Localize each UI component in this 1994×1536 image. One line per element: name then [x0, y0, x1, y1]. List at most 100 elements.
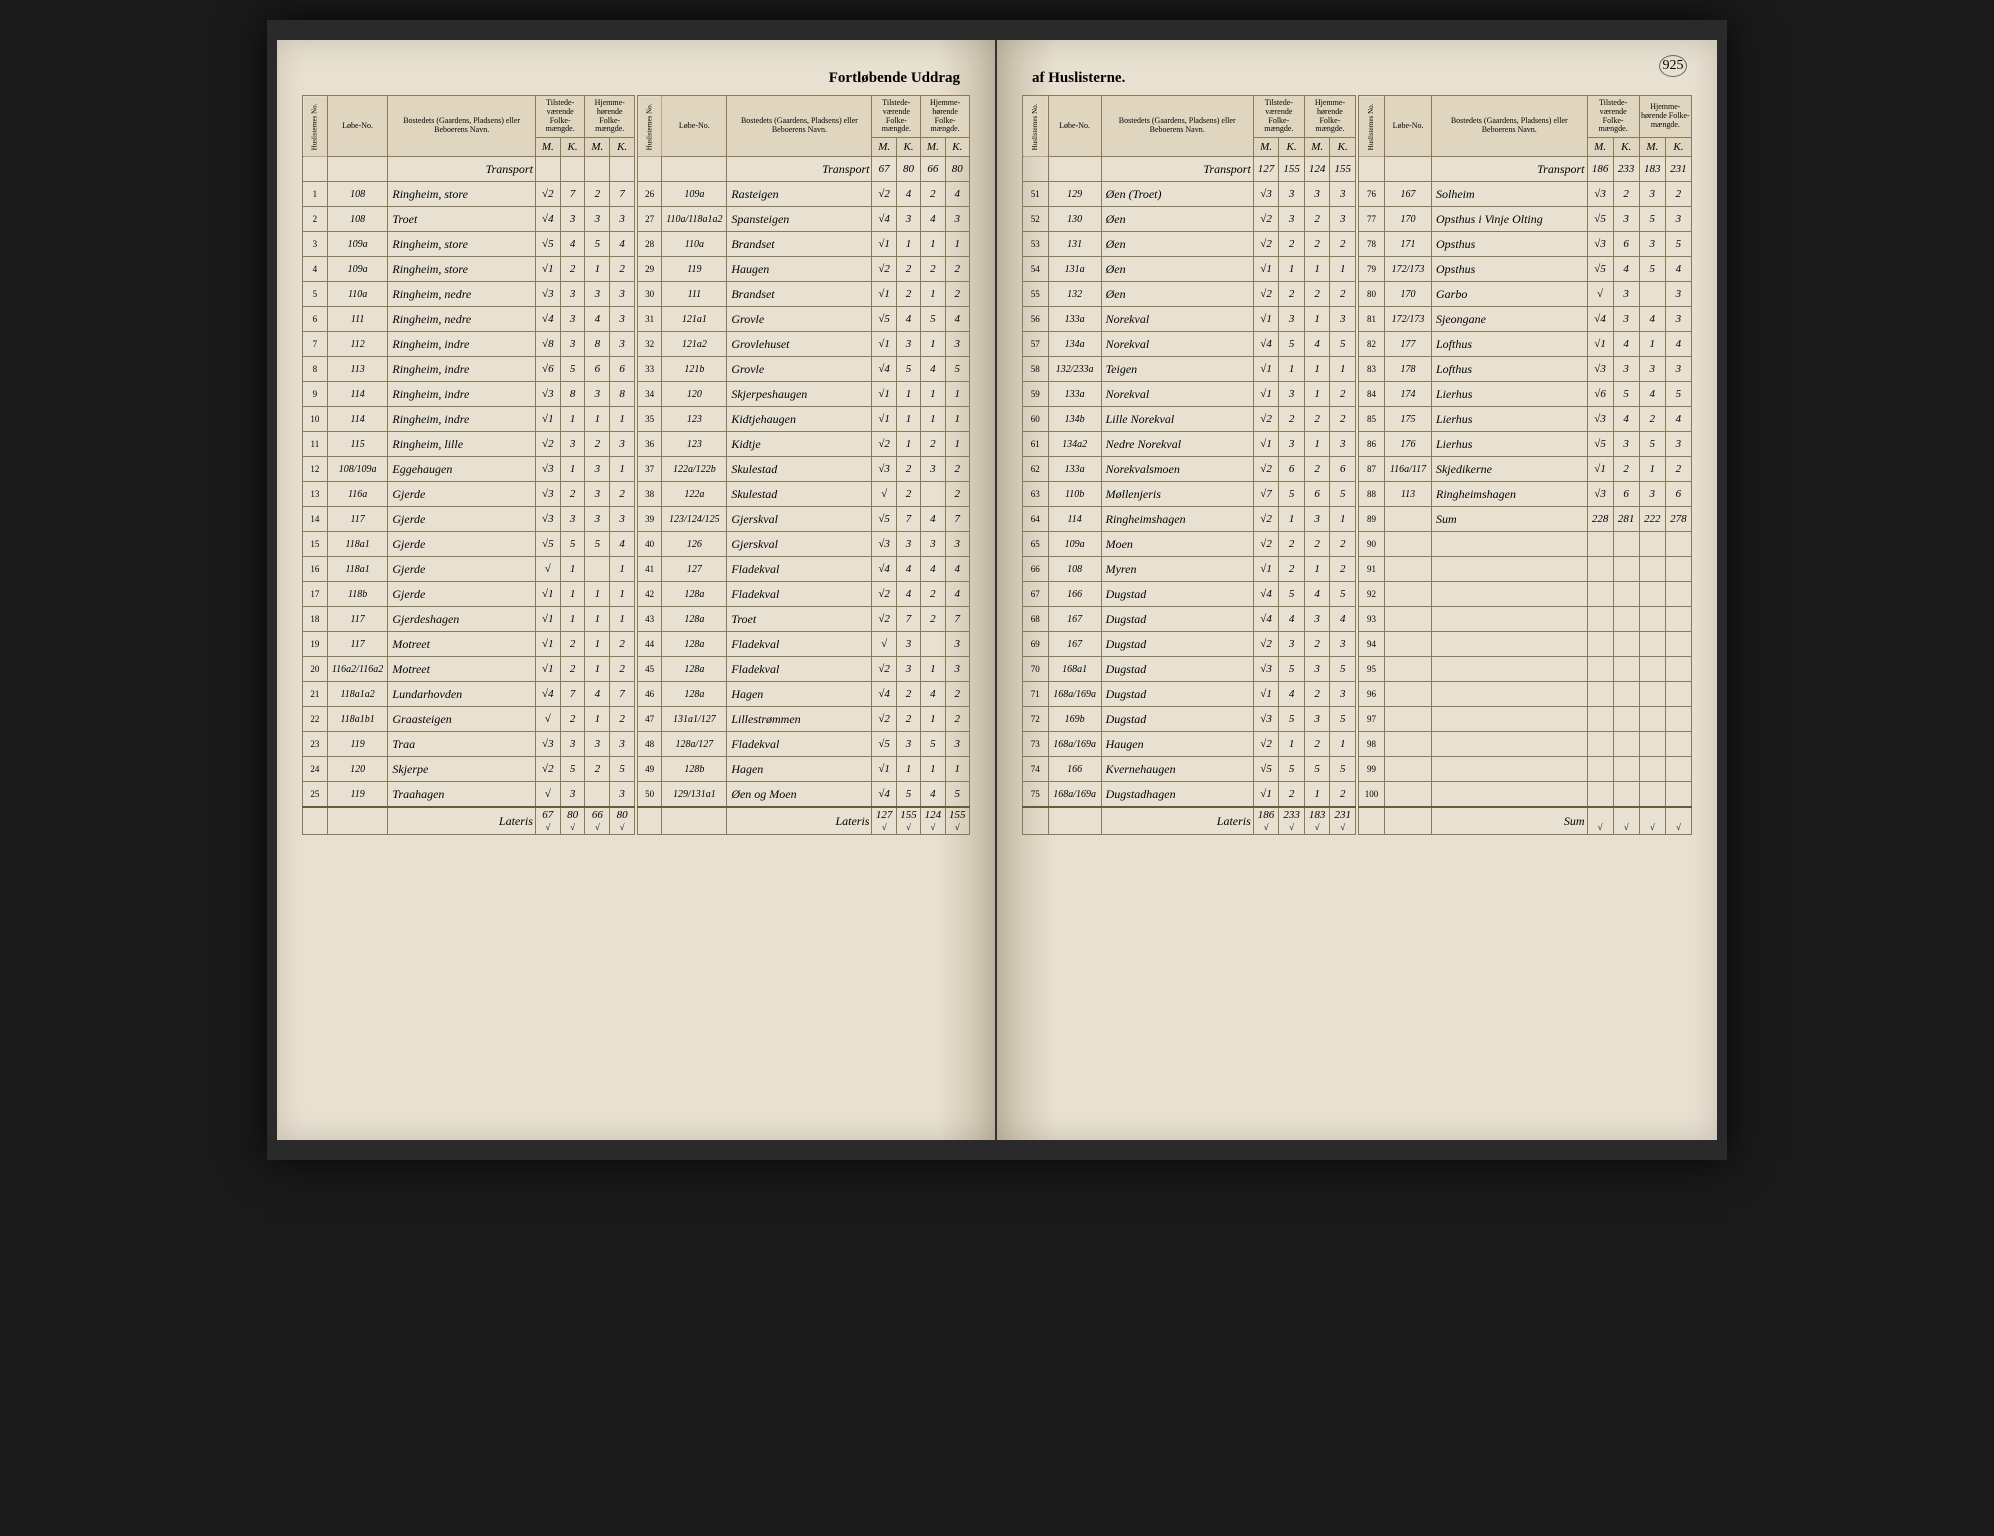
cell-k1: 5 [896, 357, 920, 382]
cell-m2: 5 [1639, 432, 1665, 457]
cell-name [1431, 707, 1587, 732]
cell-seq: 68 [1023, 607, 1049, 632]
th-bosted: Bostedets (Gaardens, Pladsens) eller Beb… [388, 96, 536, 157]
cell-lobe: 168a1 [1048, 657, 1101, 682]
cell-k1 [1613, 557, 1639, 582]
table-row: 31 121a1 Grovle √5 4 5 4 [638, 307, 970, 332]
cell-k2: 3 [1330, 307, 1356, 332]
cell-name: Norekval [1101, 307, 1253, 332]
cell-lobe: 170 [1385, 282, 1432, 307]
cell-seq: 51 [1023, 182, 1049, 207]
cell-lobe: 110b [1048, 482, 1101, 507]
cell-m1: √3 [1587, 482, 1613, 507]
cell-name: Traa [388, 732, 536, 757]
cell: 67√ [535, 807, 560, 835]
cell-m2: 1 [921, 657, 945, 682]
table-row: 77 170 Opsthus i Vinje Olting √5 3 5 3 [1359, 207, 1692, 232]
cell-name: Ringheim, indre [388, 332, 536, 357]
cell-m2: 1 [921, 757, 945, 782]
cell-lobe: 108 [327, 182, 388, 207]
cell-k1: 2 [560, 632, 585, 657]
cell-m2: 1 [585, 632, 610, 657]
cell-lobe: 168a/169a [1048, 732, 1101, 757]
th-lobe: Løbe-No. [327, 96, 388, 157]
cell-seq: 72 [1023, 707, 1049, 732]
cell-k1: 1 [896, 757, 920, 782]
cell-name: Fladekval [727, 632, 872, 657]
cell-m2 [1639, 282, 1665, 307]
cell-lobe: 123 [662, 432, 727, 457]
cell-k2: 3 [945, 532, 969, 557]
cell-k1: 8 [560, 382, 585, 407]
cell-k1: 3 [896, 332, 920, 357]
cell-k2: 5 [1665, 382, 1691, 407]
cell-k2: 3 [610, 307, 635, 332]
cell-seq: 89 [1359, 507, 1385, 532]
cell-lobe: 108 [1048, 557, 1101, 582]
cell-seq: 61 [1023, 432, 1049, 457]
cell-m2: 3 [1304, 657, 1330, 682]
cell-seq: 81 [1359, 307, 1385, 332]
cell-lobe: 118a1a2 [327, 682, 388, 707]
cell-k2: 5 [1330, 482, 1356, 507]
cell-lobe: 120 [327, 757, 388, 782]
cell-name: Skjerpeshaugen [727, 382, 872, 407]
cell-m1: √5 [1253, 757, 1279, 782]
table-row: 89 Sum 228 281 222 278 [1359, 507, 1692, 532]
cell-m1: √1 [1253, 382, 1279, 407]
table-row: 87 116a/117 Skjedikerne √1 2 1 2 [1359, 457, 1692, 482]
cell-k2: 2 [945, 682, 969, 707]
table-row: 49 128b Hagen √1 1 1 1 [638, 757, 970, 782]
table-row: 13 116a Gjerde √3 2 3 2 [303, 482, 635, 507]
cell-seq: 100 [1359, 782, 1385, 808]
cell: √ [1613, 807, 1639, 835]
cell-name: Gjerde [388, 532, 536, 557]
cell-seq: 54 [1023, 257, 1049, 282]
cell-k2: 2 [610, 707, 635, 732]
cell-lobe: 166 [1048, 757, 1101, 782]
cell-k1: 3 [560, 307, 585, 332]
table-row: 48 128a/127 Fladekval √5 3 5 3 [638, 732, 970, 757]
cell-name: Gjerskval [727, 507, 872, 532]
cell-m1: √1 [872, 757, 896, 782]
lateris-row: Lateris 127√ 155√ 124√ 155√ [638, 807, 970, 835]
cell-lobe: 113 [327, 357, 388, 382]
table-row: 5 110a Ringheim, nedre √3 3 3 3 [303, 282, 635, 307]
cell-m2: 2 [921, 182, 945, 207]
table-row: 10 114 Ringheim, indre √1 1 1 1 [303, 407, 635, 432]
cell-k1 [1613, 757, 1639, 782]
cell-k1: 4 [896, 307, 920, 332]
cell-m2: 2 [1639, 407, 1665, 432]
th-k: K. [945, 138, 969, 157]
cell [535, 157, 560, 182]
cell-name: Dugstad [1101, 632, 1253, 657]
cell-m1: √7 [1253, 482, 1279, 507]
cell-m1: √ [535, 782, 560, 808]
th-huslisternes: Huslisternes No. [303, 96, 328, 157]
cell-m1: √5 [872, 732, 896, 757]
table-row: 45 128a Fladekval √2 3 1 3 [638, 657, 970, 682]
cell-k1: 7 [896, 607, 920, 632]
table-row: 33 121b Grovle √4 5 4 5 [638, 357, 970, 382]
th-tilstede: Tilstede-værende Folke-mængde. [1253, 96, 1304, 138]
cell-seq: 5 [303, 282, 328, 307]
cell-k2: 3 [945, 207, 969, 232]
cell-k2: 5 [1330, 582, 1356, 607]
cell-seq: 31 [638, 307, 662, 332]
cell-m2: 2 [1304, 282, 1330, 307]
cell-name: Dugstadhagen [1101, 782, 1253, 808]
cell-m2 [921, 482, 945, 507]
cell-m1: √5 [1587, 432, 1613, 457]
cell-name: Ringheim, store [388, 232, 536, 257]
cell-k2 [1665, 682, 1691, 707]
cell-name: Eggehaugen [388, 457, 536, 482]
cell-name: Øen [1101, 257, 1253, 282]
cell-name: Solheim [1431, 182, 1587, 207]
cell-name: Grovlehuset [727, 332, 872, 357]
cell-seq: 34 [638, 382, 662, 407]
cell-k1: 3 [560, 332, 585, 357]
cell-seq: 95 [1359, 657, 1385, 682]
cell: 186 [1587, 157, 1613, 182]
cell-lobe [1385, 532, 1432, 557]
cell-m2: 3 [1639, 182, 1665, 207]
